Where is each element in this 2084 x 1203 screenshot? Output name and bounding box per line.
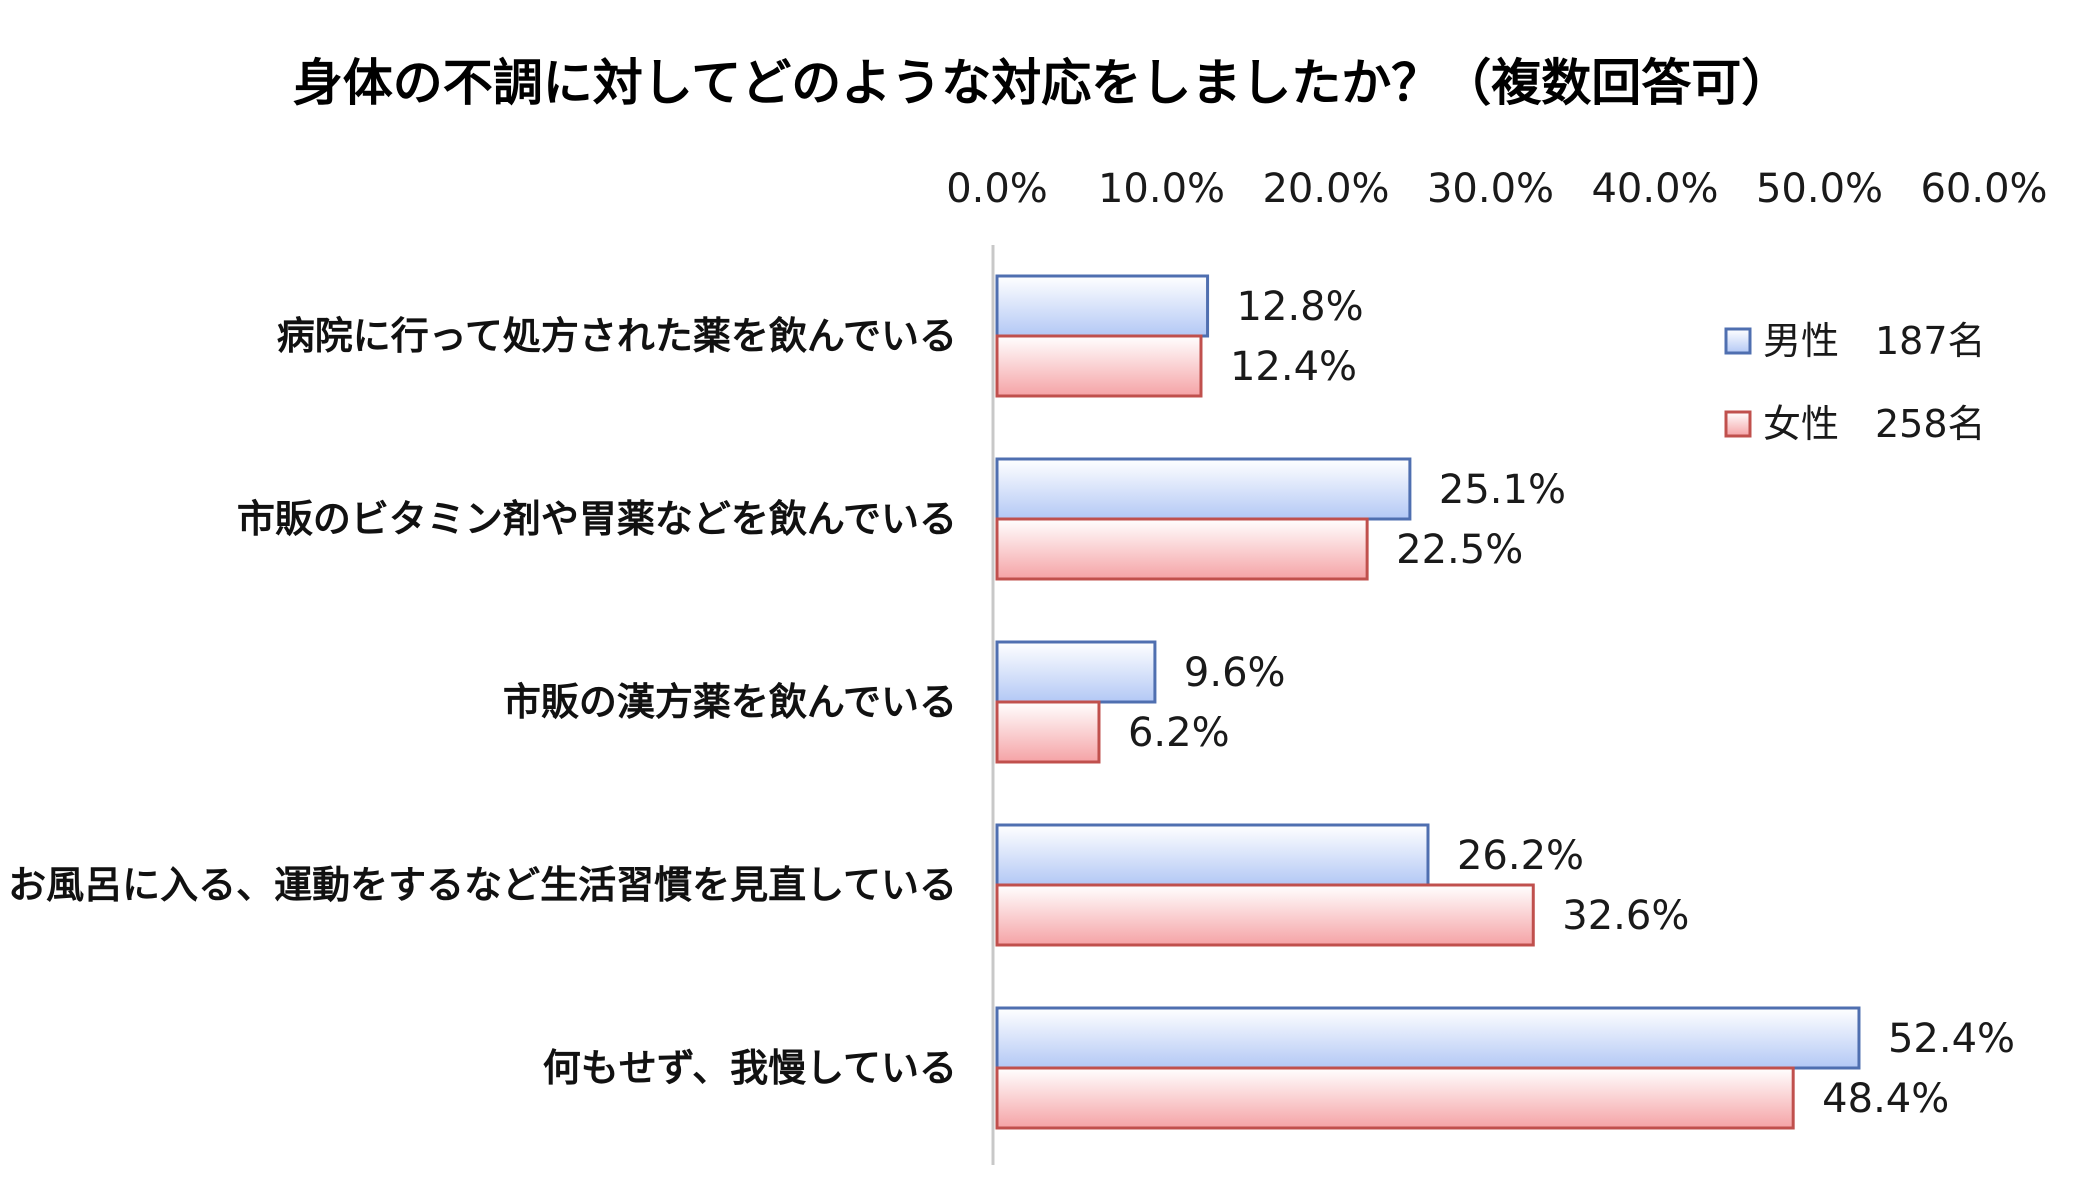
- legend-count-label: 187名: [1875, 319, 1986, 363]
- bars: [995, 274, 1861, 1130]
- x-tick-label: 50.0%: [1756, 166, 1883, 212]
- category-label: 病院に行って処方された薬を飲んでいる: [277, 314, 957, 358]
- data-label: 25.1%: [1439, 467, 1566, 513]
- category-label: お風呂に入る、運動をするなど生活習慣を見直している: [8, 863, 957, 907]
- value-labels: 12.8% 12.4% 25.1% 22.5% 9.6% 6.2% 26.2% 32.6% 52…: [1128, 284, 2015, 1122]
- bar-male: [995, 823, 1430, 887]
- x-tick-label: 0.0%: [946, 166, 1048, 212]
- legend-count-label: 258名: [1875, 402, 1986, 446]
- legend-series-name: 女性: [1763, 402, 1839, 446]
- bar-male: [995, 1006, 1861, 1070]
- legend-series-name: 男性: [1763, 319, 1839, 363]
- bar-female: [995, 334, 1203, 398]
- legend-swatch: [1724, 327, 1752, 355]
- x-tick-label: 10.0%: [1098, 166, 1225, 212]
- data-label: 9.6%: [1184, 650, 1286, 696]
- bar-male: [995, 640, 1157, 704]
- category-label: 市販のビタミン剤や胃薬などを飲んでいる: [237, 497, 957, 541]
- bar-male: [995, 457, 1412, 521]
- chart-title: 身体の不調に対してどのような対応をしましたか？（複数回答可）: [293, 54, 1792, 112]
- bar-male: [995, 274, 1210, 338]
- category-label: 何もせず、我慢している: [543, 1046, 957, 1090]
- category-label: 市販の漢方薬を飲んでいる: [503, 680, 957, 724]
- x-tick-label: 20.0%: [1262, 166, 1389, 212]
- data-label: 52.4%: [1888, 1016, 2015, 1062]
- category-labels: 病院に行って処方された薬を飲んでいる市販のビタミン剤や胃薬などを飲んでいる市販の…: [8, 314, 957, 1090]
- bar-female: [995, 1066, 1795, 1130]
- x-tick-label: 30.0%: [1427, 166, 1554, 212]
- legend-swatch: [1724, 410, 1752, 438]
- bar-female: [995, 517, 1369, 581]
- data-label: 6.2%: [1128, 710, 1230, 756]
- data-label: 22.5%: [1396, 527, 1523, 573]
- data-label: 26.2%: [1457, 833, 1584, 879]
- x-tick-label: 40.0%: [1591, 166, 1718, 212]
- bar-female: [995, 700, 1101, 764]
- bar-female: [995, 883, 1535, 947]
- x-tick-label: 60.0%: [1920, 166, 2047, 212]
- data-label: 32.6%: [1562, 893, 1689, 939]
- data-label: 12.8%: [1237, 284, 1364, 330]
- x-axis-ticks: 0.0% 10.0% 20.0% 30.0% 40.0% 50.0% 60.0%: [946, 166, 2047, 212]
- data-label: 12.4%: [1230, 344, 1357, 390]
- data-label: 48.4%: [1822, 1076, 1949, 1122]
